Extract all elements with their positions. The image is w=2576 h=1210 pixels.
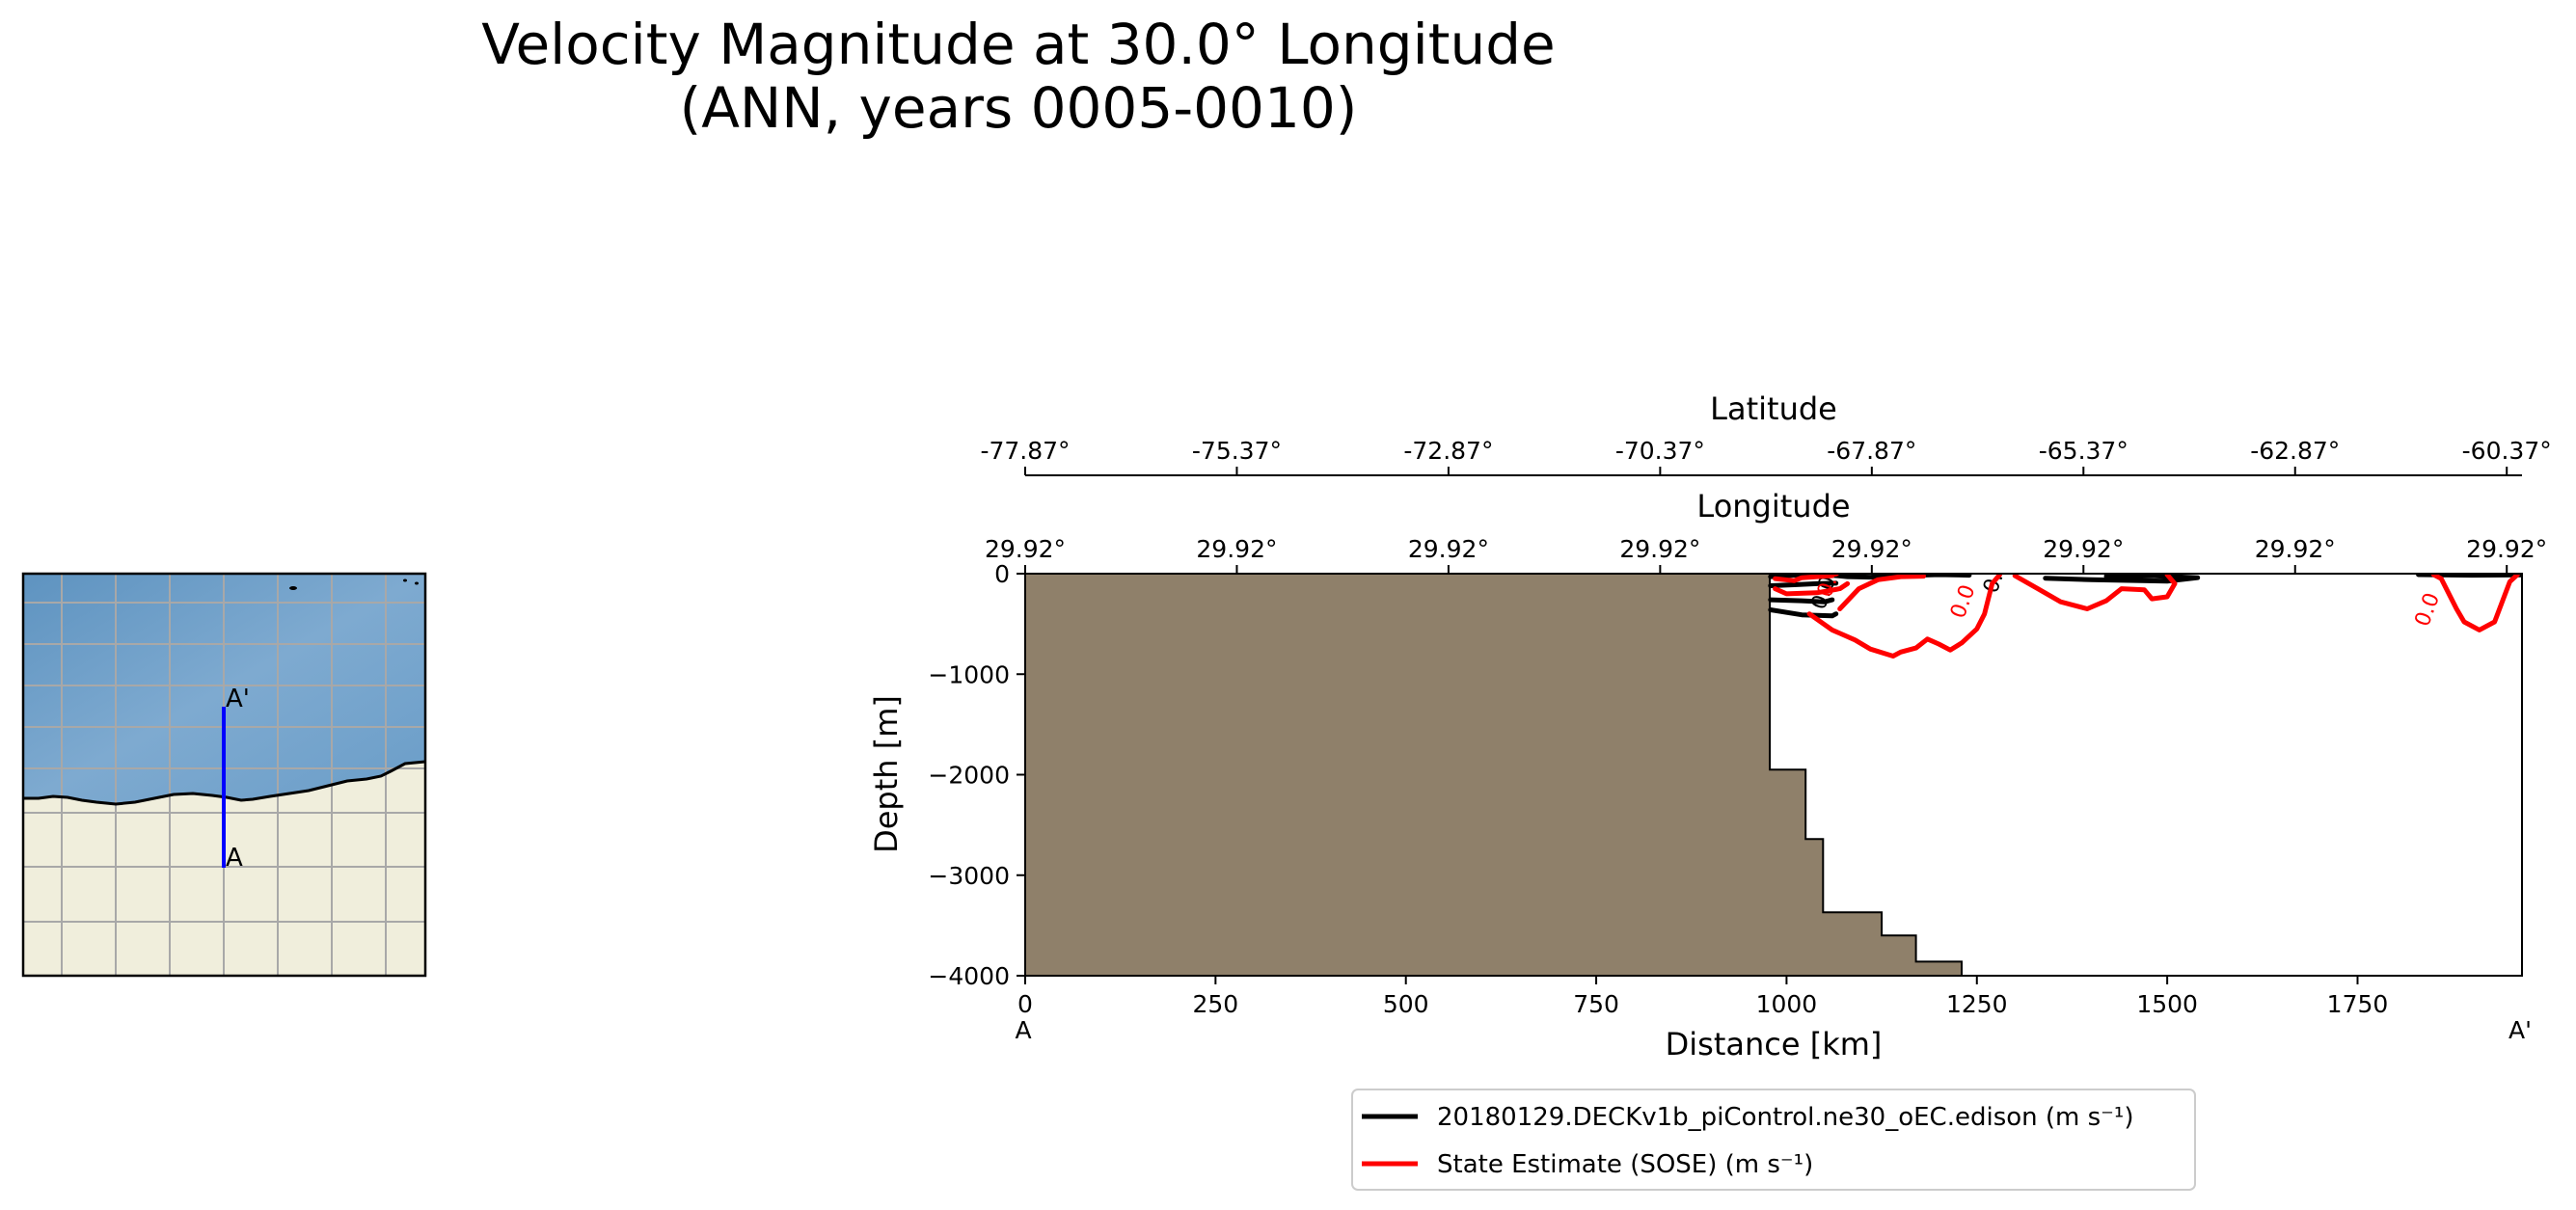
contour-series-1-segment-4	[2012, 574, 2178, 611]
contour-series-0-segment-0	[1768, 574, 1972, 580]
x-tick-label: 1750	[2327, 990, 2389, 1018]
contour-series-0-segment-1	[1768, 580, 1839, 588]
legend: 20180129.DECKv1b_piControl.ne30_oEC.edis…	[1351, 1089, 2196, 1191]
latitude-tick-label: -65.37°	[2039, 437, 2129, 465]
seafloor-bathymetry	[1025, 574, 1963, 976]
x-tick-label: 0	[1017, 990, 1033, 1018]
longitude-tick-label: 29.92°	[1408, 535, 1489, 563]
y-tick-label: −3000	[928, 862, 1010, 890]
map-start-label: A	[226, 844, 243, 873]
contour-series-1-segment-5	[2430, 574, 2520, 632]
longitude-axis-label: Longitude	[1696, 488, 1850, 524]
map-frame	[21, 572, 427, 978]
map-island	[403, 578, 407, 582]
y-tick-label: −2000	[928, 762, 1010, 790]
y-tick-label: −1000	[928, 660, 1010, 688]
longitude-tick-label: 29.92°	[2255, 535, 2336, 563]
longitude-tick-label: 29.92°	[1831, 535, 1912, 563]
map-end-label: A'	[226, 685, 250, 713]
contour-series-1-segment-2	[1837, 574, 1926, 611]
x-tick-label: 1000	[1756, 990, 1818, 1018]
contour-series-0-segment-2	[1768, 597, 1835, 605]
x-axis-label: Distance [km]	[1666, 1026, 1883, 1062]
latitude-tick-label: -75.37°	[1192, 437, 1282, 465]
x-axis-start-label: A	[1015, 1016, 1031, 1044]
latitude-tick-label: -77.87°	[980, 437, 1070, 465]
longitude-tick-label: 29.92°	[2466, 535, 2547, 563]
longitude-tick-label: 29.92°	[2043, 535, 2124, 563]
legend-entry-model: 20180129.DECKv1b_piControl.ne30_oEC.edis…	[1437, 1103, 2133, 1132]
figure-title-line-1: Velocity Magnitude at 30.0° Longitude	[481, 12, 1556, 77]
longitude-tick-label: 29.92°	[1196, 535, 1277, 563]
map-coastline	[23, 760, 425, 806]
contour-series-1-segment-3	[1806, 574, 2002, 659]
latitude-tick-label: -60.37°	[2462, 437, 2552, 465]
latitude-tick-label: -72.87°	[1403, 437, 1493, 465]
latitude-tick-label: -70.37°	[1615, 437, 1705, 465]
contour-series-0-segment-3	[1768, 607, 1839, 619]
map-island	[289, 586, 297, 590]
map-island	[415, 581, 419, 585]
x-tick-label: 750	[1573, 990, 1619, 1018]
contour-series-1-segment-1	[1773, 580, 1851, 597]
latitude-axis-label: Latitude	[1710, 390, 1837, 427]
contour-series-1-segment-0	[1773, 574, 1835, 583]
longitude-tick-label: 29.92°	[1619, 535, 1700, 563]
y-tick-label: −4000	[928, 962, 1010, 990]
latitude-tick-label: -62.87°	[2250, 437, 2340, 465]
x-axis-end-label: A'	[2508, 1016, 2532, 1044]
x-tick-label: 1500	[2136, 990, 2198, 1018]
map-grid	[23, 574, 425, 976]
x-tick-label: 1250	[1946, 990, 2008, 1018]
x-tick-label: 500	[1383, 990, 1429, 1018]
latitude-tick-label: -67.87°	[1827, 437, 1916, 465]
figure-title-line-2: (ANN, years 0005-0010)	[679, 75, 1358, 141]
y-axis-label: Depth [m]	[868, 695, 905, 853]
legend-entry-obs: State Estimate (SOSE) (m s⁻¹)	[1437, 1150, 1813, 1179]
longitude-tick-label: 29.92°	[985, 535, 1066, 563]
legend-frame	[1351, 1089, 2196, 1191]
inset-map: A' A	[21, 572, 427, 978]
x-tick-label: 250	[1192, 990, 1238, 1018]
contour-series-0-segment-4	[2043, 574, 2201, 584]
section-plot: 0.01 0.00.0 0.00.0 0 250 500 750 1000 1250 1500 1…	[868, 390, 2552, 1062]
y-tick-label: 0	[994, 560, 1010, 588]
